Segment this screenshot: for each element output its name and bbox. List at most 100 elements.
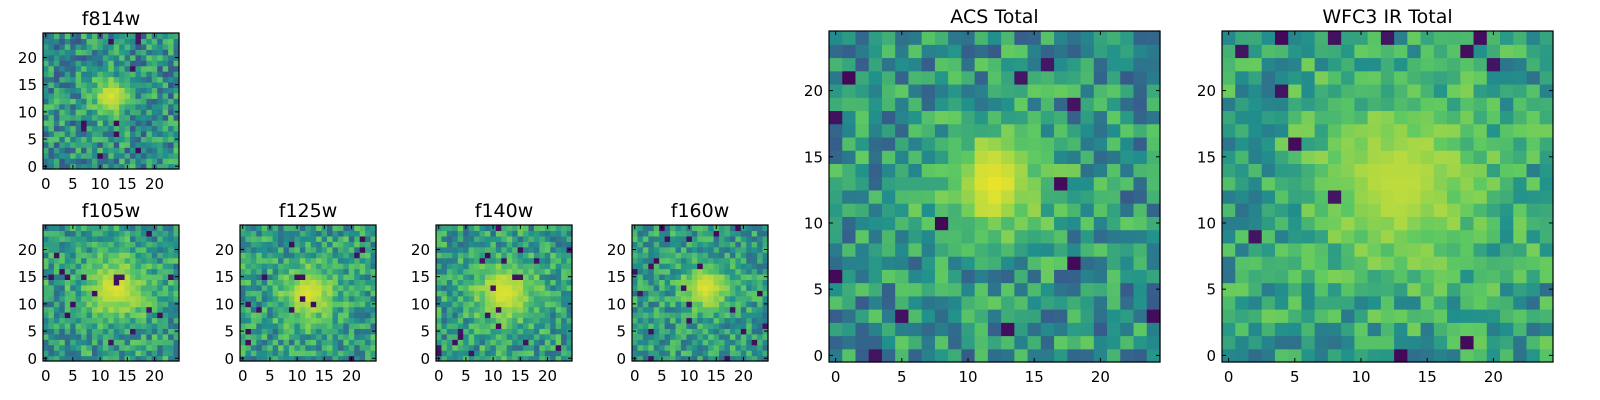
heatmap-pixel [157, 163, 164, 170]
heatmap-pixel [70, 125, 77, 132]
heatmap-pixel [305, 344, 312, 351]
heatmap-pixel [162, 152, 169, 159]
heatmap-pixel [751, 339, 758, 346]
heatmap-pixel [53, 60, 60, 67]
heatmap-pixel [140, 312, 147, 319]
heatmap-pixel [124, 290, 131, 297]
heatmap-pixel [168, 71, 175, 78]
heatmap-pixel [1274, 322, 1289, 337]
heatmap-pixel [359, 295, 366, 302]
heatmap-pixel [97, 241, 104, 248]
heatmap-pixel [724, 295, 731, 302]
heatmap-pixel [305, 246, 312, 253]
heatmap-pixel [267, 252, 274, 259]
x-tick-label: 15 [118, 367, 137, 385]
heatmap-pixel [245, 328, 252, 335]
heatmap-pixel [490, 295, 497, 302]
heatmap-pixel [1539, 229, 1554, 244]
heatmap-pixel [533, 225, 540, 232]
y-tick-label: 0 [420, 350, 430, 368]
heatmap-pixel [124, 257, 131, 264]
heatmap-pixel [48, 71, 55, 78]
heatmap-pixel [1133, 335, 1148, 350]
heatmap-pixel [881, 348, 896, 363]
x-tick-label: 5 [461, 367, 471, 385]
heatmap-pixel [288, 290, 295, 297]
heatmap-pixel [1146, 229, 1161, 244]
heatmap-pixel [501, 312, 508, 319]
heatmap-pixel [1274, 189, 1289, 204]
heatmap-pixel [64, 81, 71, 88]
heatmap-pixel [305, 241, 312, 248]
heatmap-pixel [1288, 57, 1303, 72]
heatmap-pixel [637, 279, 644, 286]
heatmap-pixel [457, 301, 464, 308]
heatmap-pixel [48, 339, 55, 346]
heatmap-pixel [653, 328, 660, 335]
heatmap-pixel [895, 309, 910, 323]
heatmap-pixel [64, 355, 71, 362]
heatmap-pixel [1407, 269, 1422, 284]
heatmap-pixel [642, 317, 649, 324]
heatmap-pixel [151, 130, 158, 137]
heatmap-pixel [637, 268, 644, 275]
heatmap-pixel [272, 312, 279, 319]
heatmap-pixel [173, 65, 180, 72]
heatmap-pixel [555, 279, 562, 286]
heatmap-pixel [245, 339, 252, 346]
heatmap-pixel [895, 83, 910, 98]
heatmap-pixel [468, 295, 475, 302]
heatmap-pixel [457, 322, 464, 329]
heatmap-pixel [746, 290, 753, 297]
heatmap-pixel [48, 279, 55, 286]
heatmap-pixel [664, 301, 671, 308]
heatmap-pixel [987, 136, 1002, 151]
x-tick-label: 10 [484, 367, 503, 385]
heatmap-pixel [713, 279, 720, 286]
heatmap-pixel [842, 242, 857, 257]
heatmap-pixel [1107, 110, 1121, 125]
heatmap-pixel [512, 339, 519, 346]
heatmap-pixel [948, 163, 962, 178]
heatmap-pixel [81, 87, 88, 94]
heatmap-pixel [310, 322, 317, 329]
heatmap-pixel [1067, 229, 1082, 244]
heatmap-pixel [474, 257, 481, 264]
heatmap-pixel [555, 344, 562, 351]
heatmap-pixel [91, 158, 98, 165]
heatmap-pixel [1040, 83, 1055, 98]
heatmap-pixel [135, 33, 142, 40]
heatmap-pixel [97, 284, 104, 291]
heatmap-pixel [436, 306, 443, 313]
heatmap-pixel [512, 252, 519, 259]
heatmap-pixel [1120, 348, 1135, 363]
heatmap-pixel [162, 355, 169, 362]
heatmap-pixel [162, 71, 169, 78]
heatmap-pixel [365, 263, 372, 270]
heatmap-pixel [1354, 163, 1369, 178]
heatmap-pixel [1539, 282, 1554, 297]
heatmap-pixel [702, 268, 709, 275]
heatmap-pixel [70, 257, 77, 264]
heatmap-pixel [343, 273, 350, 280]
heatmap-pixel [539, 230, 546, 237]
heatmap-pixel [533, 322, 540, 329]
heatmap-pixel [702, 312, 709, 319]
heatmap-pixel [135, 268, 142, 275]
heatmap-pixel [948, 31, 962, 45]
heatmap-pixel [321, 312, 328, 319]
heatmap-pixel [59, 317, 66, 324]
heatmap-pixel [436, 339, 443, 346]
heatmap-pixel [113, 38, 120, 45]
heatmap-pixel [1222, 269, 1236, 284]
heatmap-pixel [539, 344, 546, 351]
heatmap-pixel [948, 189, 962, 204]
heatmap-pixel [1327, 322, 1342, 337]
heatmap-pixel [119, 158, 126, 165]
heatmap-pixel [735, 306, 742, 313]
heatmap-pixel [642, 312, 649, 319]
heatmap-pixel [691, 344, 698, 351]
heatmap-pixel [288, 225, 295, 232]
heatmap-pixel [75, 158, 82, 165]
heatmap-pixel [452, 268, 459, 275]
